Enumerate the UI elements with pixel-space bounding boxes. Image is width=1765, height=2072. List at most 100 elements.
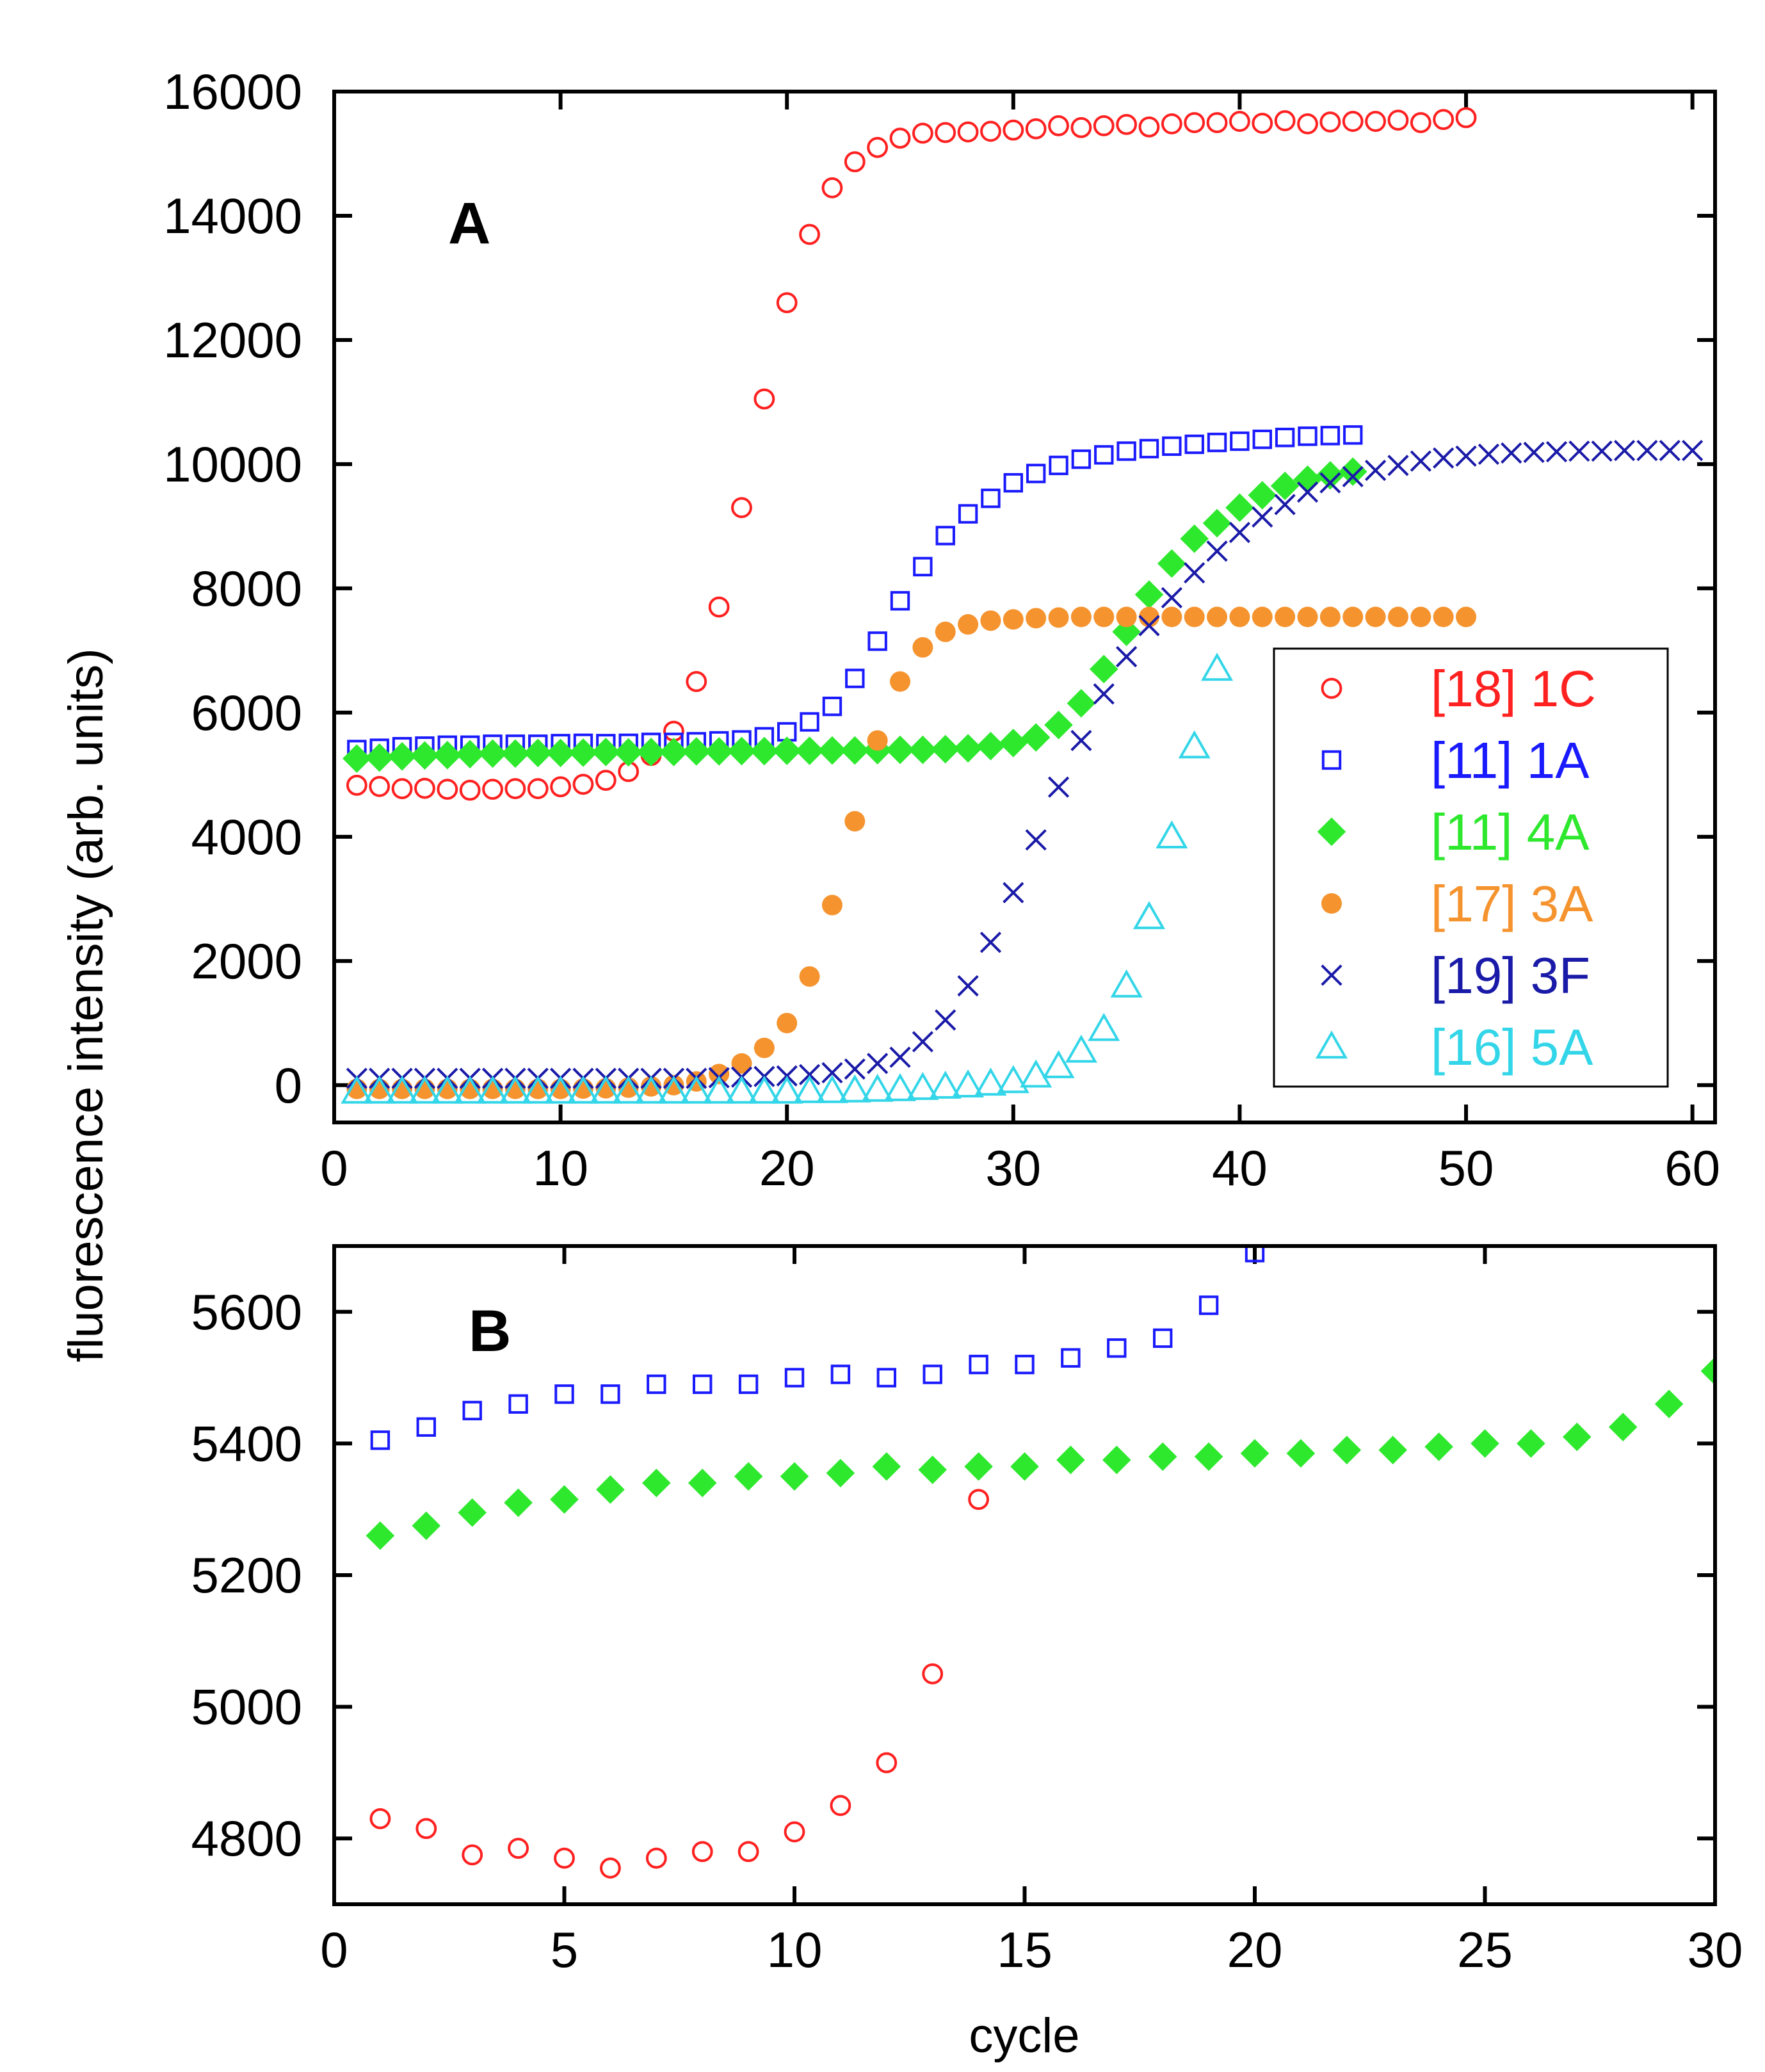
data-point — [958, 504, 978, 524]
data-point — [1229, 522, 1251, 544]
data-point — [876, 1752, 898, 1774]
panel-a-x-tick-label: 40 — [1212, 1140, 1268, 1196]
data-point — [1229, 606, 1250, 627]
data-point — [365, 743, 394, 772]
data-point — [1274, 110, 1296, 131]
data-point — [592, 738, 620, 766]
data-point — [1198, 1295, 1219, 1315]
legend-marker — [1317, 817, 1346, 846]
data-point — [414, 777, 435, 799]
panel-a-y-tick-label: 16000 — [163, 63, 302, 120]
data-point — [369, 1808, 391, 1829]
data-point — [1410, 112, 1431, 133]
data-point — [784, 1368, 805, 1388]
data-point — [953, 734, 983, 763]
data-point — [1071, 449, 1092, 469]
data-point — [935, 621, 956, 642]
panel-b-x-tick-label: 5 — [551, 1922, 578, 1978]
data-point — [1156, 820, 1188, 849]
data-point — [1230, 431, 1250, 451]
data-point — [830, 1364, 851, 1384]
data-point — [1003, 473, 1024, 493]
data-point — [750, 736, 779, 766]
data-point — [1286, 1439, 1316, 1468]
data-point — [499, 1075, 531, 1104]
data-point — [595, 770, 617, 791]
panel-a-y-tick-label: 4000 — [191, 809, 302, 865]
data-point — [776, 292, 798, 314]
data-point — [1252, 506, 1273, 528]
data-point — [550, 776, 572, 798]
data-point — [731, 497, 752, 519]
data-point — [890, 671, 911, 692]
data-point — [1003, 882, 1024, 903]
panel-a-y-tick-label: 14000 — [163, 188, 302, 244]
data-point — [1021, 723, 1051, 752]
data-point — [550, 1485, 579, 1514]
panel-b-x-tick-label: 25 — [1457, 1922, 1513, 1978]
data-point — [964, 1452, 993, 1481]
data-point — [844, 1058, 866, 1080]
panel-b-series-18-1c — [369, 1489, 989, 1879]
data-point — [981, 489, 1001, 508]
y-axis-title: fluorescence intensity (arb. units) — [59, 648, 113, 1362]
data-point — [523, 738, 552, 768]
panel-b-series-11-1a — [370, 1246, 1265, 1450]
data-point — [1093, 606, 1115, 627]
data-point — [1471, 1429, 1499, 1458]
data-point — [738, 1374, 759, 1395]
data-point — [691, 1841, 713, 1863]
data-point — [1110, 969, 1143, 998]
data-point — [663, 1074, 684, 1096]
data-point — [1042, 1050, 1075, 1078]
data-point — [1248, 481, 1277, 510]
panel-b-x-tick-label: 30 — [1688, 1922, 1743, 1978]
data-point — [504, 778, 526, 800]
data-point — [408, 1075, 441, 1104]
data-point — [1342, 606, 1364, 627]
data-point — [957, 975, 979, 997]
data-point — [1343, 425, 1363, 445]
data-point — [1180, 524, 1209, 553]
data-point — [968, 1489, 989, 1510]
panel-a-frame — [332, 90, 1717, 1124]
data-point — [1700, 1357, 1715, 1386]
data-point — [907, 1072, 939, 1100]
data-point — [600, 1858, 621, 1879]
data-point — [737, 1841, 759, 1863]
legend-label: [19] 3F — [1431, 947, 1590, 1004]
data-point — [1365, 606, 1386, 627]
data-point — [867, 1053, 889, 1074]
data-point — [1608, 1412, 1638, 1442]
data-point — [1047, 776, 1070, 798]
data-point — [1342, 465, 1364, 487]
data-point — [931, 734, 960, 764]
panel-a-series-18-1c — [346, 107, 1477, 801]
panel-a-y-tick-label: 6000 — [191, 684, 302, 741]
legend-label: [11] 4A — [1431, 804, 1590, 861]
data-point — [799, 966, 820, 987]
data-point — [772, 736, 802, 765]
panel-a-data — [341, 107, 1704, 1104]
data-point — [703, 1075, 736, 1104]
data-point — [840, 736, 869, 765]
data-point — [415, 1818, 437, 1840]
data-point — [412, 1511, 441, 1541]
legend-box — [1273, 647, 1669, 1088]
data-point — [1102, 1445, 1131, 1475]
data-point — [343, 744, 371, 773]
data-point — [572, 773, 594, 795]
data-point — [912, 122, 933, 144]
data-point — [1088, 1012, 1120, 1041]
legend-marker — [1321, 677, 1342, 699]
data-point — [636, 738, 666, 766]
data-point — [935, 1009, 956, 1031]
data-point — [1319, 111, 1341, 133]
panel-a-y-tick-label: 8000 — [191, 560, 302, 617]
data-point — [784, 1821, 805, 1843]
data-point — [433, 741, 462, 770]
data-point — [1455, 445, 1477, 467]
data-point — [369, 775, 391, 797]
data-point — [844, 151, 866, 172]
data-point — [1138, 116, 1160, 138]
